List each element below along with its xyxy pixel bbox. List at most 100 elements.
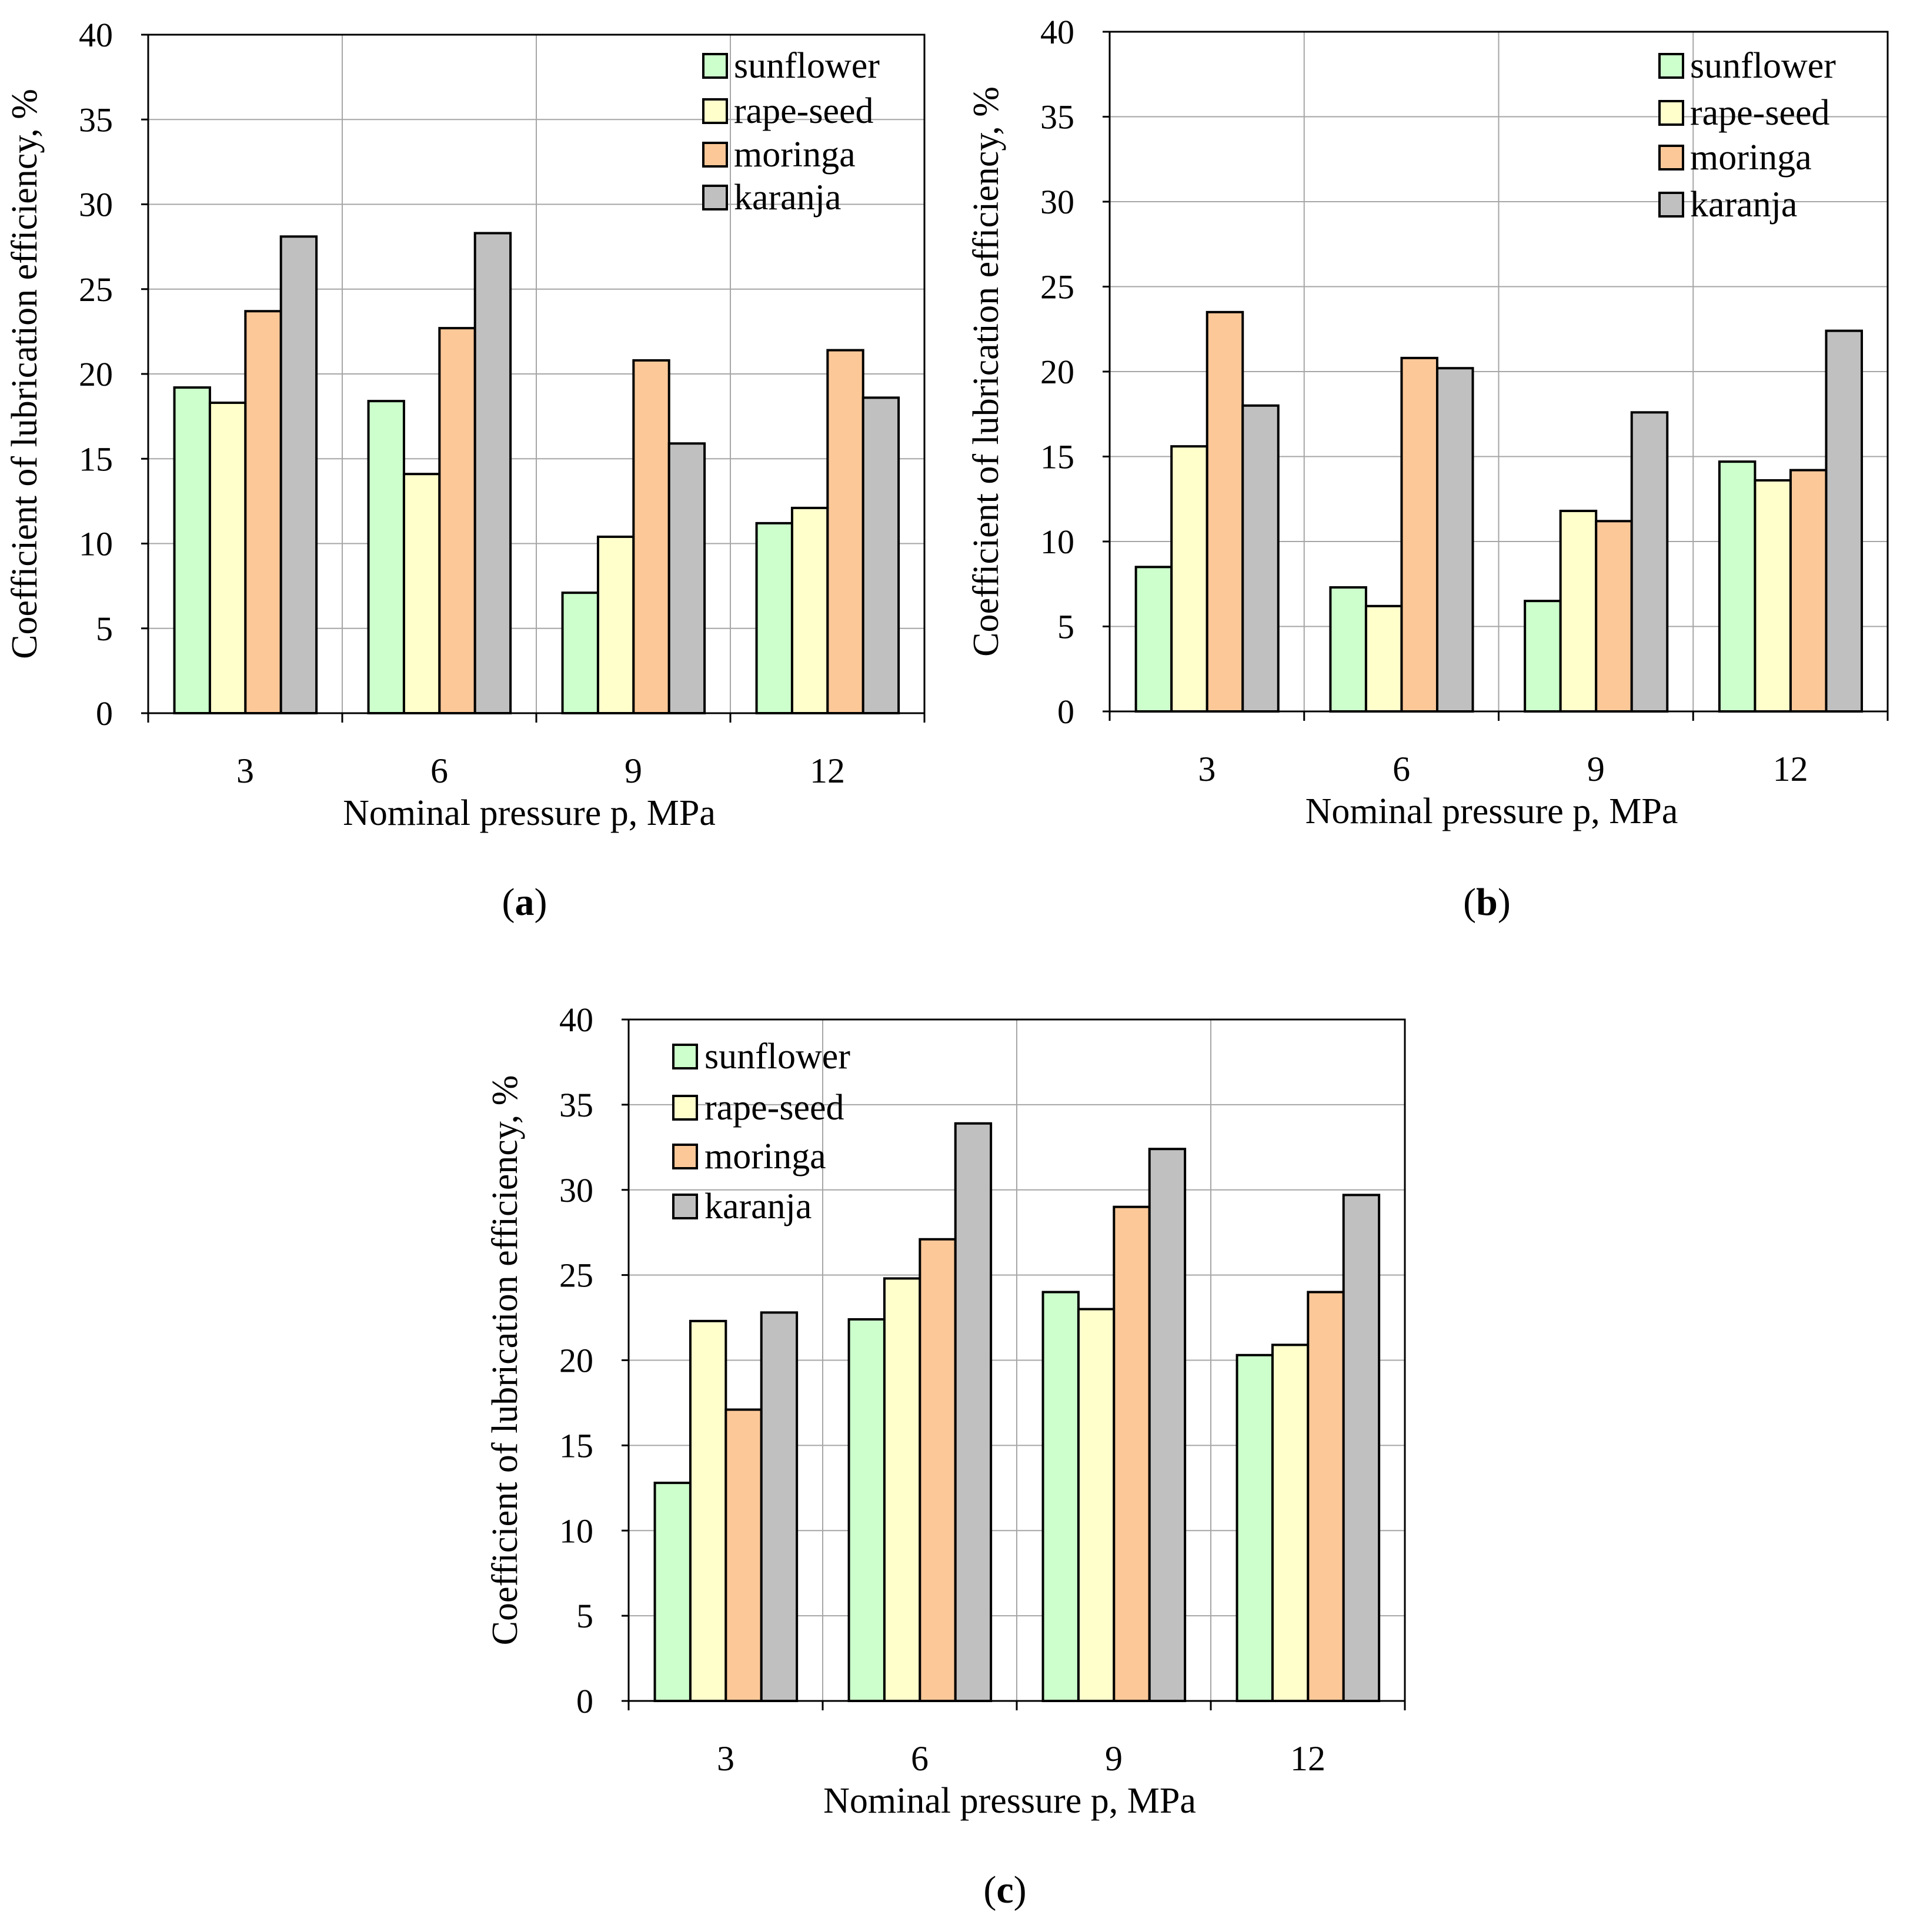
y-axis-label: Coefficient of lubrication efficiency, %: [5, 89, 45, 659]
bar-sunflower-9: [1524, 600, 1562, 713]
x-tick-label: 9: [625, 751, 642, 790]
panel-label-paren-close: ): [1498, 881, 1511, 924]
x-tick-label: 12: [1773, 750, 1808, 788]
bar-karanja-6: [473, 232, 512, 715]
panel-label-letter: c: [996, 1869, 1013, 1911]
y-tick-label: 10: [1040, 523, 1074, 561]
bar-rape-seed-6: [883, 1277, 921, 1702]
x-tick-label: 12: [1290, 1739, 1325, 1778]
bar-moringa-3: [1206, 310, 1244, 713]
bar-rape-seed-12: [1754, 479, 1792, 713]
legend-swatch-rape-seed: [702, 98, 728, 124]
y-axis-label: Coefficient of lubrication efficiency, %: [485, 1075, 525, 1646]
chart-panel-b: 0 5 10 15 20 25 30 35 40 3 6 9 12 Nominal pressure p,…: [966, 13, 1889, 924]
y-tick-label: 15: [1040, 438, 1074, 476]
y-tick-label: 15: [79, 440, 113, 478]
bar-sunflower-12: [755, 522, 793, 714]
y-tick-label: 10: [559, 1512, 593, 1550]
bar-rape-seed-9: [1559, 509, 1598, 713]
panel-label-b: (b): [1463, 881, 1511, 924]
y-axis-label: Coefficient of lubrication efficiency, %: [966, 86, 1006, 657]
bar-moringa-3: [244, 310, 282, 714]
y-tick-label: 25: [559, 1256, 593, 1295]
bar-moringa-6: [919, 1238, 957, 1703]
x-tick-label: 3: [1198, 750, 1216, 788]
legend-swatch-sunflower: [1658, 53, 1684, 79]
legend-label-moringa: moringa: [704, 1137, 826, 1176]
y-tick-label: 5: [576, 1597, 593, 1635]
bar-karanja-3: [1241, 404, 1280, 713]
panel-label-c: (c): [983, 1869, 1026, 1911]
panel-label-paren-open: (: [502, 881, 515, 924]
x-tick-label: 9: [1105, 1739, 1123, 1778]
bar-rape-seed-12: [790, 506, 829, 714]
legend-swatch-karanja: [702, 185, 728, 210]
x-tick-label: 3: [236, 751, 254, 790]
panel-label-paren-close: ): [1014, 1869, 1027, 1911]
legend-swatch-rape-seed: [1658, 100, 1684, 126]
legend-swatch-rape-seed: [672, 1095, 698, 1121]
legend-swatch-moringa: [672, 1144, 698, 1169]
panel-label-paren-close: ): [535, 881, 547, 924]
bar-moringa-6: [1400, 356, 1438, 713]
chart-panel-a: 0 5 10 15 20 25 30 35 40 3 6 9 12 Nominal pressure p,…: [5, 16, 926, 924]
legend-label-karanja: karanja: [1690, 185, 1797, 225]
bar-karanja-12: [1825, 329, 1864, 713]
legend-swatch-karanja: [1658, 192, 1684, 218]
bar-karanja-9: [1148, 1148, 1187, 1702]
plot-frame: [1108, 31, 1889, 713]
y-tick-label: 0: [1057, 693, 1074, 731]
bar-sunflower-9: [561, 591, 599, 714]
y-tick-label: 40: [559, 1001, 593, 1039]
x-axis-label: Nominal pressure p, MPa: [343, 793, 716, 833]
x-tick-label: 6: [430, 751, 448, 790]
y-tick-label: 35: [79, 101, 113, 139]
bar-karanja-6: [1435, 367, 1474, 713]
legend-swatch-sunflower: [672, 1044, 698, 1069]
y-tick-label: 5: [1057, 608, 1074, 646]
legend-label-moringa: moringa: [1690, 138, 1812, 178]
bar-moringa-6: [438, 327, 476, 714]
panel-label-paren-open: (: [1463, 881, 1476, 924]
y-tick-label: 30: [559, 1171, 593, 1209]
y-tick-label: 15: [559, 1426, 593, 1465]
bar-sunflower-3: [1134, 566, 1173, 713]
legend-label-sunflower: sunflower: [734, 46, 880, 86]
bar-sunflower-3: [173, 386, 211, 714]
bar-moringa-9: [1113, 1205, 1151, 1703]
legend-label-sunflower: sunflower: [1690, 46, 1836, 86]
y-tick-label: 30: [79, 186, 113, 224]
legend-label-rape-seed: rape-seed: [704, 1088, 844, 1128]
bar-moringa-12: [826, 349, 864, 714]
bar-rape-seed-3: [689, 1319, 727, 1702]
bar-karanja-9: [667, 442, 706, 714]
legend-label-rape-seed: rape-seed: [1690, 93, 1830, 133]
bar-rape-seed-3: [1170, 445, 1208, 713]
legend-label-rape-seed: rape-seed: [734, 91, 874, 131]
panel-label-paren-open: (: [983, 1869, 996, 1911]
y-tick-label: 35: [1040, 98, 1074, 136]
y-tick-label: 0: [576, 1682, 593, 1720]
bar-moringa-9: [632, 359, 670, 714]
bar-sunflower-3: [653, 1482, 692, 1703]
bar-moringa-12: [1789, 469, 1828, 713]
y-tick-label: 20: [559, 1342, 593, 1380]
x-axis-label: Nominal pressure p, MPa: [823, 1781, 1196, 1821]
x-tick-label: 6: [911, 1739, 929, 1778]
x-tick-label: 9: [1587, 750, 1605, 788]
bar-moringa-9: [1595, 520, 1633, 713]
legend-label-moringa: moringa: [734, 135, 856, 175]
y-tick-label: 25: [1040, 268, 1074, 306]
bar-karanja-6: [954, 1122, 993, 1703]
plot-frame: [627, 1018, 1406, 1702]
y-tick-label: 0: [96, 694, 113, 733]
bar-moringa-3: [724, 1408, 763, 1703]
bar-karanja-12: [1342, 1194, 1381, 1702]
x-tick-label: 6: [1393, 750, 1410, 788]
legend-swatch-moringa: [702, 142, 728, 168]
x-tick-label: 3: [717, 1739, 734, 1778]
bar-rape-seed-9: [1077, 1308, 1116, 1702]
bar-rape-seed-12: [1271, 1343, 1310, 1703]
